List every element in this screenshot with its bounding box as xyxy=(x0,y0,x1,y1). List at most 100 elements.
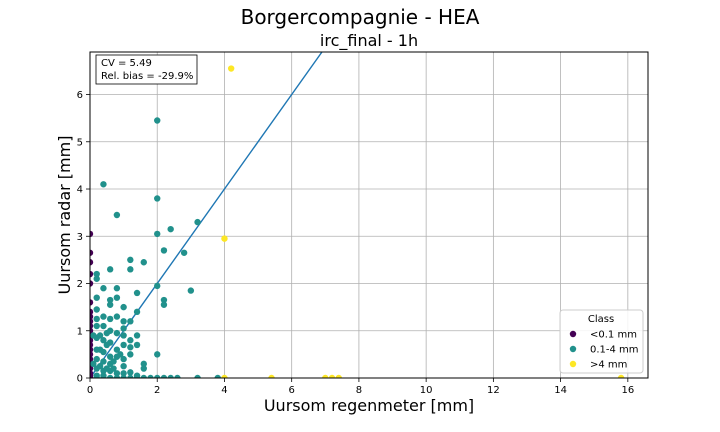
data-point-series-1 xyxy=(106,301,114,308)
y-tick-label: 3 xyxy=(77,232,83,243)
data-point-series-0 xyxy=(90,308,94,316)
data-point-series-1 xyxy=(100,181,107,188)
data-point-series-1 xyxy=(113,329,121,337)
stats-box: CV = 5.49 Rel. bias = -29.9% xyxy=(95,54,198,85)
data-point-series-1 xyxy=(194,218,201,226)
x-axis-label: Uursom regenmeter [mm] xyxy=(264,396,474,415)
data-point-series-1 xyxy=(106,266,114,273)
data-point-series-2 xyxy=(335,374,342,378)
data-point-series-1 xyxy=(133,341,141,349)
data-point-series-1 xyxy=(110,358,117,365)
data-point-series-1 xyxy=(106,296,114,304)
x-tick-label: 6 xyxy=(288,385,294,396)
data-point-series-0 xyxy=(90,259,94,266)
data-point-series-1 xyxy=(93,270,100,278)
data-point-series-2 xyxy=(221,374,228,378)
data-point-series-2 xyxy=(268,374,275,378)
data-point-series-1 xyxy=(103,329,111,337)
data-point-series-1 xyxy=(127,318,134,325)
data-point-series-1 xyxy=(140,365,147,372)
data-point-series-1 xyxy=(133,332,141,339)
data-point-series-0 xyxy=(90,337,94,344)
data-point-series-0 xyxy=(90,313,94,320)
data-point-series-1 xyxy=(127,337,134,344)
data-point-series-0 xyxy=(90,318,94,325)
data-point-series-1 xyxy=(106,353,114,360)
data-point-series-0 xyxy=(90,230,94,238)
data-point-series-1 xyxy=(103,365,111,372)
data-point-series-1 xyxy=(140,374,147,378)
data-point-series-1 xyxy=(93,355,100,363)
data-point-series-0 xyxy=(90,280,94,287)
data-point-series-1 xyxy=(90,360,97,368)
plot-frame xyxy=(89,51,649,379)
y-tick-label: 4 xyxy=(77,185,83,196)
y-tick-label: 0 xyxy=(77,374,83,385)
data-point-series-1 xyxy=(100,358,107,365)
data-point-series-1 xyxy=(113,346,121,353)
data-point-series-1 xyxy=(106,374,114,378)
x-tick-label: 2 xyxy=(154,385,160,396)
x-tick-label: 0 xyxy=(87,385,93,396)
data-point-series-2 xyxy=(221,235,228,242)
data-point-series-1 xyxy=(127,256,134,264)
legend: Class <0.1 mm 0.1-4 mm >4 mm xyxy=(559,309,644,374)
legend-marker-series-2 xyxy=(569,360,577,368)
data-point-series-1 xyxy=(187,287,195,294)
data-point-series-2 xyxy=(617,374,625,378)
data-point-series-1 xyxy=(154,117,161,124)
data-point-series-1 xyxy=(113,294,121,301)
legend-label: 0.1-4 mm xyxy=(590,345,639,356)
data-point-series-1 xyxy=(93,374,100,378)
data-point-series-1 xyxy=(147,374,154,378)
data-point-series-1 xyxy=(96,332,104,339)
data-point-series-0 xyxy=(90,365,94,372)
y-tick-label: 6 xyxy=(77,90,83,101)
data-point-series-1 xyxy=(120,355,127,363)
data-point-series-1 xyxy=(120,362,127,370)
data-point-series-1 xyxy=(120,374,127,378)
stats-bias: Rel. bias = -29.9% xyxy=(101,71,193,82)
chart-suptitle: Borgercompagnie - HEA xyxy=(241,5,480,29)
data-point-series-1 xyxy=(100,374,107,378)
y-tick-label: 5 xyxy=(77,137,83,148)
legend-title: Class xyxy=(588,314,614,325)
data-point-series-0 xyxy=(90,374,94,378)
data-point-series-1 xyxy=(133,289,141,297)
data-point-series-1 xyxy=(100,337,107,344)
data-point-series-1 xyxy=(133,308,141,316)
data-point-series-0 xyxy=(90,355,94,363)
data-point-series-2 xyxy=(322,374,329,378)
data-point-series-1 xyxy=(103,341,111,349)
data-point-series-1 xyxy=(96,346,104,353)
data-point-series-1 xyxy=(167,374,174,378)
data-point-series-1 xyxy=(96,362,104,370)
data-point-series-0 xyxy=(90,270,94,278)
data-point-series-1 xyxy=(154,351,161,358)
data-point-series-1 xyxy=(100,285,107,292)
data-point-series-1 xyxy=(194,374,201,378)
data-point-series-1 xyxy=(127,369,134,376)
data-point-series-0 xyxy=(90,299,94,306)
data-point-series-1 xyxy=(120,318,127,325)
data-points xyxy=(90,52,625,378)
data-point-series-1 xyxy=(117,351,124,358)
data-point-series-1 xyxy=(154,374,161,378)
data-point-series-0 xyxy=(90,351,94,358)
data-point-series-1 xyxy=(127,266,134,273)
data-point-series-1 xyxy=(160,374,168,378)
data-point-series-2 xyxy=(227,65,235,72)
x-tick-label: 16 xyxy=(621,385,634,396)
y-tick-label: 2 xyxy=(77,279,83,290)
data-point-series-1 xyxy=(127,374,134,378)
y-axis-label: Uursom radar [mm] xyxy=(55,136,74,295)
legend-marker-series-0 xyxy=(569,330,577,338)
data-point-series-1 xyxy=(93,306,100,313)
data-point-series-1 xyxy=(93,315,100,323)
data-point-series-1 xyxy=(90,332,97,339)
data-point-series-0 xyxy=(90,322,94,330)
data-point-series-1 xyxy=(113,285,121,292)
data-point-series-1 xyxy=(100,313,107,320)
